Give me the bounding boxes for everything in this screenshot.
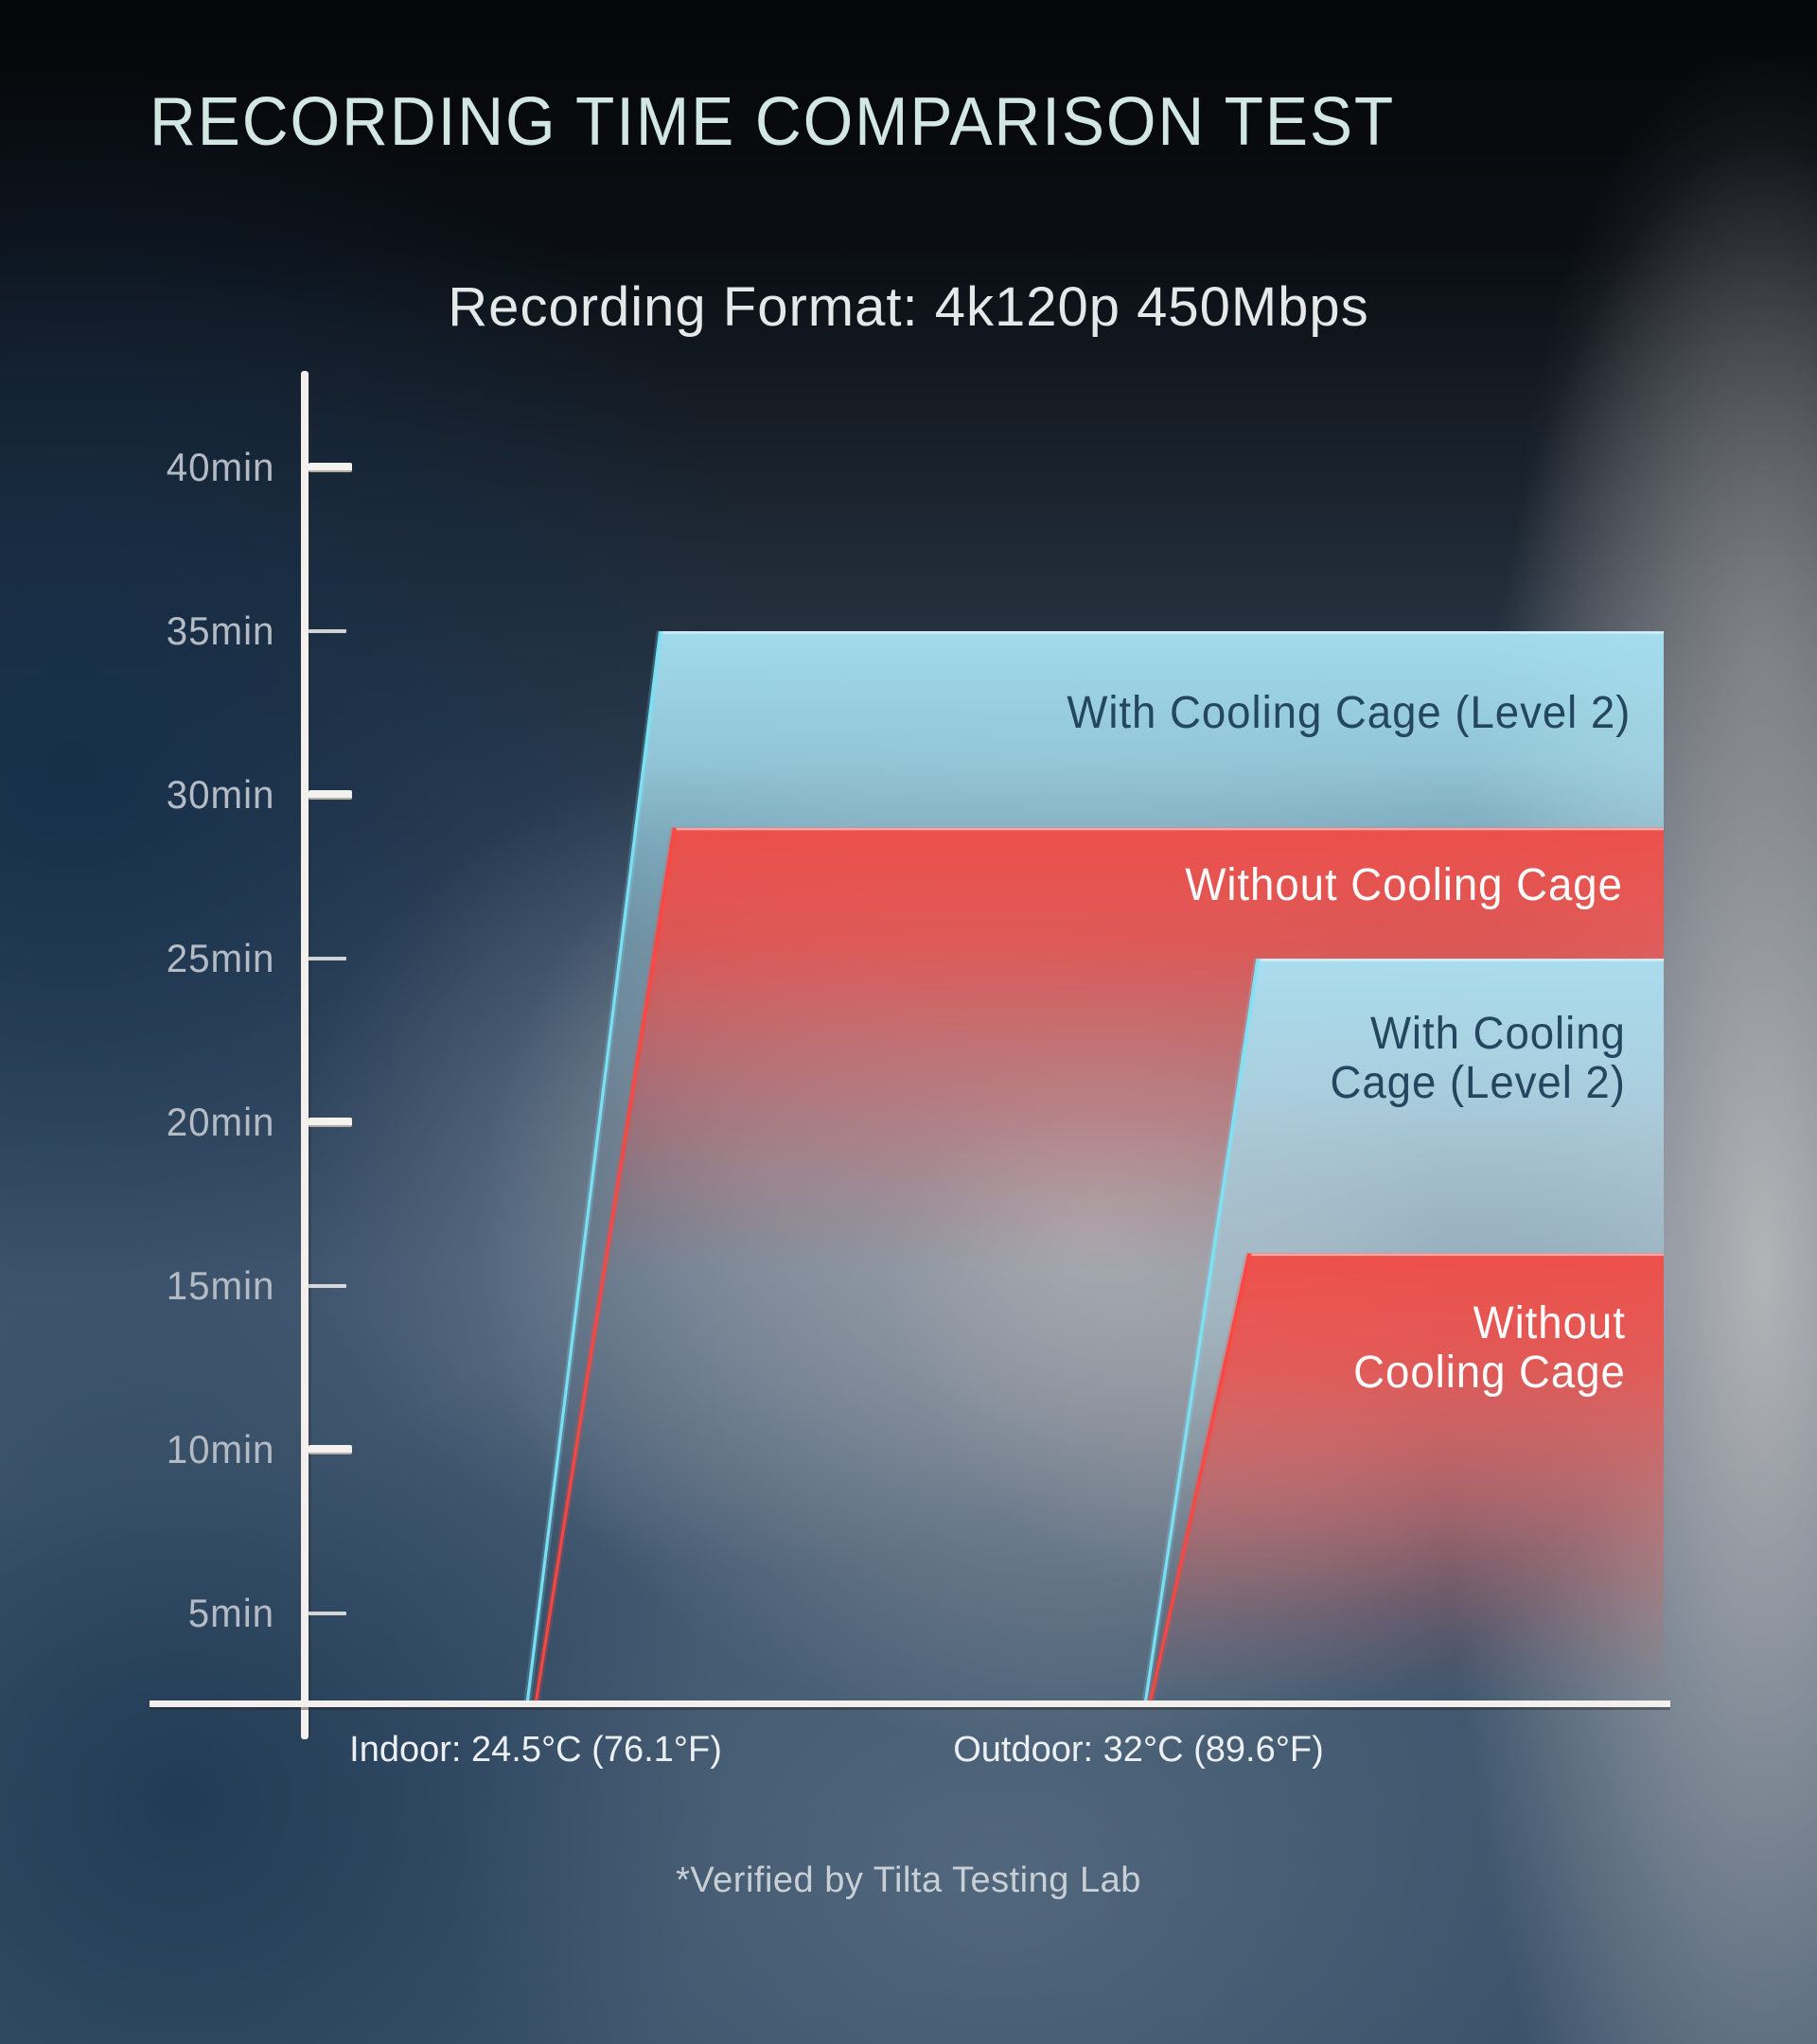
y-axis-tick-shadow	[309, 1453, 352, 1455]
bar-indoor-with-cooling-cage-edge	[525, 630, 662, 1705]
y-axis-line-shadow	[309, 371, 311, 1739]
y-axis-tick-shadow	[309, 798, 352, 801]
bar-label-line: Cooling Cage	[1353, 1348, 1626, 1398]
y-axis-tick	[309, 1445, 352, 1454]
bar-label-line: With Cooling Cage (Level 2)	[1067, 688, 1631, 738]
bar-outdoor-with-cooling-cage-edge	[1143, 958, 1260, 1705]
y-axis-tick-shadow	[309, 1125, 352, 1128]
y-axis-tick	[309, 1284, 346, 1288]
bar-outdoor-without-cooling-cage	[1150, 1253, 1664, 1704]
y-axis-tick	[309, 790, 352, 800]
y-axis-tick	[309, 957, 346, 960]
y-tick-label: 5min	[187, 1591, 274, 1635]
x-axis-label-indoor: Indoor: 24.5°C (76.1°F)	[349, 1730, 722, 1770]
y-tick-label: 40min	[166, 445, 274, 489]
y-axis-tick-shadow	[309, 470, 352, 473]
x-axis-label-outdoor: Outdoor: 32°C (89.6°F)	[953, 1730, 1324, 1770]
bar-label-line: Cage (Level 2)	[1330, 1058, 1626, 1108]
y-axis-tick	[309, 463, 352, 472]
y-axis-line	[301, 371, 309, 1739]
bar-label-line: Without	[1473, 1298, 1626, 1348]
bar-outdoor-without-cooling-cage-edge	[1148, 1253, 1251, 1705]
y-tick-label: 35min	[166, 608, 274, 653]
y-tick-label: 15min	[166, 1263, 274, 1308]
bars-group	[523, 630, 1664, 1705]
y-tick-label: 30min	[166, 772, 274, 817]
bar-label-outdoor-with-cooling-cage: With Cooling Cage (Level 2)	[1331, 1010, 1626, 1108]
footnote: *Verified by Tilta Testing Lab	[676, 1860, 1141, 1900]
x-axis-line	[150, 1700, 1670, 1707]
y-axis-tick	[309, 629, 346, 633]
bar-indoor-without-cooling-cage-edge	[534, 827, 676, 1705]
y-tick-label: 20min	[166, 1100, 274, 1144]
bar-label-indoor-without-cooling-cage: Without Cooling Cage	[1185, 861, 1623, 910]
ticks-group	[309, 463, 352, 1615]
bar-label-outdoor-without-cooling-cage: Without Cooling Cage	[1353, 1299, 1626, 1398]
y-axis-tick	[309, 1612, 346, 1615]
bar-label-indoor-with-cooling-cage: With Cooling Cage (Level 2)	[1067, 689, 1631, 738]
bar-label-line: With Cooling	[1370, 1009, 1626, 1059]
x-axis-line-shadow	[150, 1707, 1670, 1710]
y-axis-tick	[309, 1118, 352, 1127]
bar-label-line: Without Cooling Cage	[1185, 860, 1623, 910]
chart-subtitle: Recording Format: 4k120p 450Mbps	[448, 276, 1369, 338]
page-title: RECORDING TIME COMPARISON TEST	[150, 84, 1396, 160]
y-tick-label: 10min	[166, 1427, 274, 1471]
y-tick-label: 25min	[166, 936, 274, 980]
